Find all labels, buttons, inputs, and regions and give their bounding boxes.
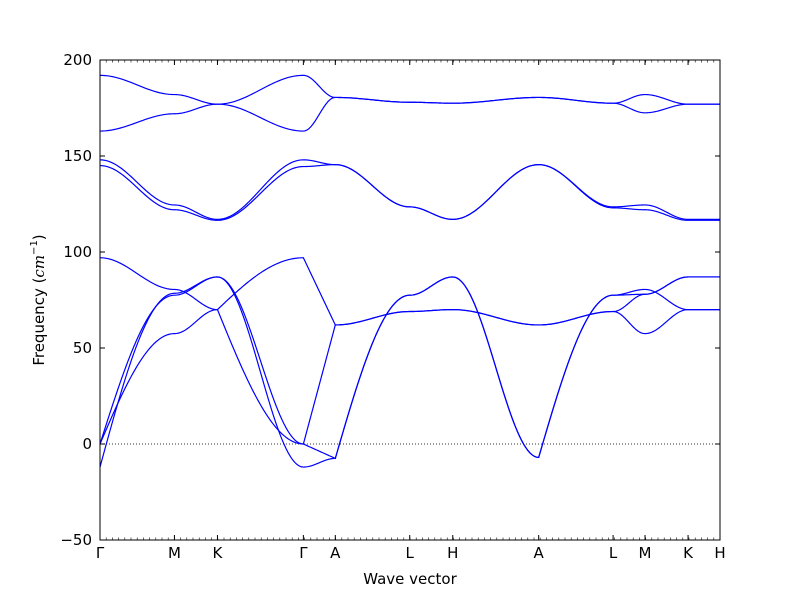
band-series-layer: [99, 74, 720, 468]
y-axis-label: Frequency (cm−1): [29, 234, 48, 365]
band-line-8: [99, 276, 720, 468]
y-tick-label: 100: [63, 243, 92, 261]
x-tick-label: H: [447, 544, 458, 562]
x-tick-label: H: [714, 544, 725, 562]
y-axis-label-close: ): [30, 234, 48, 240]
y-axis-label-unit: cm: [30, 255, 48, 278]
x-tick-label: M: [639, 544, 652, 562]
x-axis-label: Wave vector: [363, 570, 457, 588]
y-tick-label: 50: [73, 339, 92, 357]
y-axis-ticks: −50 0 50 100 150 200: [60, 51, 720, 549]
x-tick-label: L: [609, 544, 618, 562]
y-axis-label-exponent: −1: [29, 240, 40, 255]
y-axis-label-text: Frequency (: [30, 278, 48, 366]
x-tick-label: Γ: [299, 544, 308, 562]
y-tick-label: 200: [63, 51, 92, 69]
x-tick-label: L: [406, 544, 415, 562]
x-tick-label: M: [168, 544, 181, 562]
y-tick-label: 0: [82, 435, 92, 453]
x-tick-label: A: [330, 544, 341, 562]
x-tick-label: K: [213, 544, 224, 562]
y-tick-label: 150: [63, 147, 92, 165]
y-tick-label: −50: [60, 531, 92, 549]
x-tick-label: A: [534, 544, 545, 562]
x-tick-label: K: [683, 544, 694, 562]
band-line-4: [99, 164, 720, 221]
band-line-2: [99, 96, 720, 132]
x-tick-label: Γ: [96, 544, 105, 562]
